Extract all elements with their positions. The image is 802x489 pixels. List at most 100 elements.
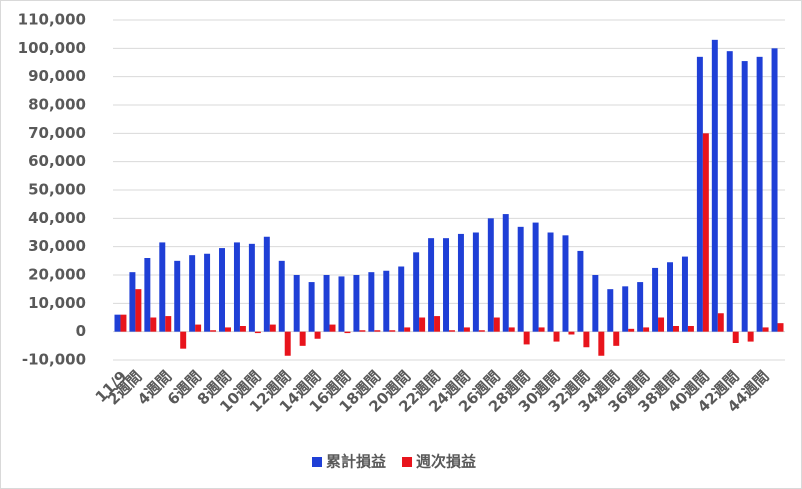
bar: [463, 327, 470, 332]
bar: [239, 326, 246, 332]
bar: [263, 236, 270, 332]
bar: [248, 243, 255, 332]
y-tick-label: -10,000: [22, 351, 86, 369]
bar: [756, 56, 763, 332]
bar: [374, 330, 381, 332]
legend-label: 累計損益: [326, 453, 386, 471]
bar: [225, 327, 231, 332]
bar: [114, 314, 121, 332]
bar: [673, 326, 679, 332]
bar: [353, 275, 360, 332]
bar: [398, 266, 405, 332]
bar: [667, 262, 673, 332]
bar: [404, 327, 411, 332]
y-tick-label: 110,000: [18, 11, 86, 29]
bar: [562, 235, 569, 332]
bar: [681, 256, 688, 332]
bar: [732, 331, 739, 343]
bar: [568, 331, 575, 335]
bar: [711, 39, 718, 332]
y-tick-label: 80,000: [28, 96, 86, 114]
bar: [747, 331, 754, 342]
y-tick-label: 100,000: [18, 39, 86, 57]
bar: [195, 324, 202, 332]
bar: [487, 218, 494, 332]
bar: [687, 326, 694, 332]
bar: [323, 275, 330, 332]
bar: [329, 324, 336, 332]
bar: [219, 248, 225, 332]
bar: [174, 260, 181, 332]
bar: [577, 250, 584, 332]
y-tick-label: 20,000: [28, 266, 86, 284]
y-tick-label: 0: [76, 322, 86, 340]
bar: [583, 331, 590, 348]
bar: [368, 272, 375, 332]
bar: [652, 267, 659, 332]
bar: [478, 330, 485, 332]
bar: [553, 331, 560, 342]
bar: [254, 331, 261, 334]
bar: [613, 331, 620, 346]
bar: [204, 253, 211, 332]
bar: [443, 238, 449, 332]
y-tick-label: 90,000: [28, 67, 86, 85]
bar: [150, 317, 157, 332]
bar: [120, 314, 127, 332]
y-tick-label: 40,000: [28, 209, 86, 227]
bar: [269, 324, 276, 332]
bar: [592, 275, 599, 332]
bar: [135, 289, 142, 332]
bar: [696, 56, 703, 332]
legend-label: 週次損益: [416, 453, 476, 471]
bar: [159, 242, 166, 332]
bar: [702, 133, 709, 332]
bar: [144, 258, 151, 332]
bar: [658, 317, 665, 332]
legend-swatch: [312, 457, 322, 467]
bar: [502, 214, 509, 332]
bar: [777, 323, 784, 332]
bar: [622, 286, 629, 332]
bar: [413, 252, 420, 332]
bar: [532, 222, 539, 332]
bar: [359, 330, 366, 332]
y-tick-label: 70,000: [28, 124, 86, 142]
bar: [180, 331, 187, 349]
bar: [344, 331, 351, 334]
bar: [428, 238, 435, 332]
bar: [284, 331, 291, 356]
bar: [165, 316, 172, 332]
bar: [493, 317, 500, 332]
bar: [508, 327, 515, 332]
bar: [607, 289, 614, 332]
bar: [278, 260, 285, 332]
bar: [293, 275, 300, 332]
bar: [299, 331, 306, 346]
bar: [314, 331, 321, 339]
bar: [637, 282, 644, 332]
bar: [434, 316, 441, 332]
y-tick-label: 10,000: [28, 294, 86, 312]
bar: [472, 232, 479, 332]
bar: [308, 282, 315, 332]
bar: [419, 317, 426, 332]
bar: [210, 330, 217, 332]
bar: [129, 272, 136, 332]
bar: [338, 276, 345, 332]
bar: [189, 255, 196, 332]
bar: [383, 270, 390, 332]
legend-swatch: [402, 457, 413, 467]
bar: [389, 330, 396, 332]
bar: [517, 226, 524, 332]
bar: [547, 232, 554, 332]
bar: [538, 327, 545, 332]
bar: [523, 331, 530, 345]
bar: [771, 48, 778, 332]
bar: [449, 330, 455, 332]
bar: [457, 233, 464, 332]
y-tick-label: 60,000: [28, 152, 86, 170]
bar: [598, 331, 605, 356]
bar: [628, 328, 635, 332]
